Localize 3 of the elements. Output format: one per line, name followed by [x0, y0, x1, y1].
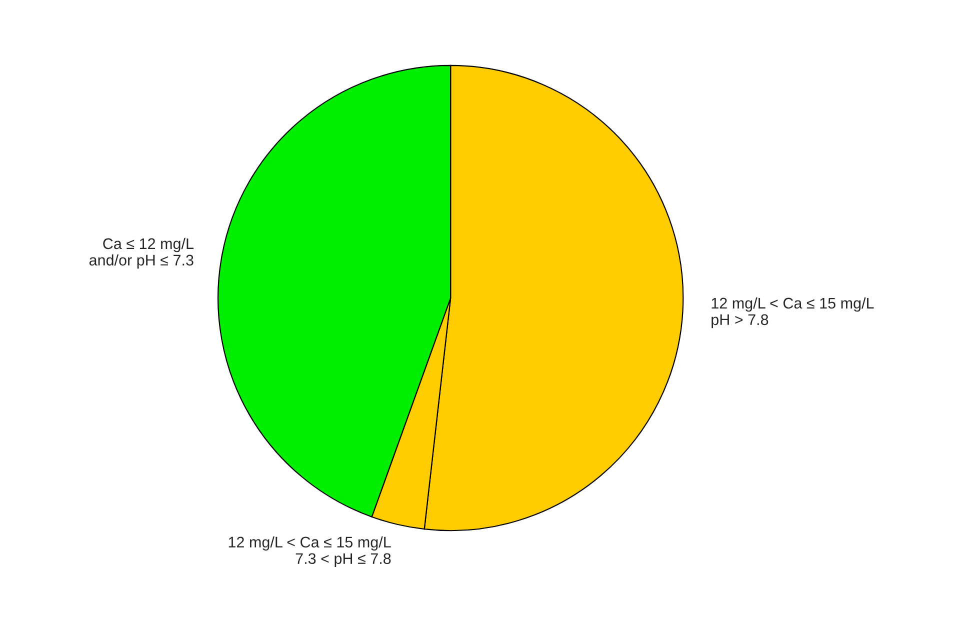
slice-label: 12 mg/L < Ca ≤ 15 mg/L pH > 7.8: [712, 297, 874, 328]
slice-label: 12 mg/L < Ca ≤ 15 mg/L 7.3 < pH ≤ 7.8: [228, 536, 391, 568]
slice-label: Ca ≤ 12 mg/L and/or pH ≤ 7.3: [89, 238, 194, 269]
